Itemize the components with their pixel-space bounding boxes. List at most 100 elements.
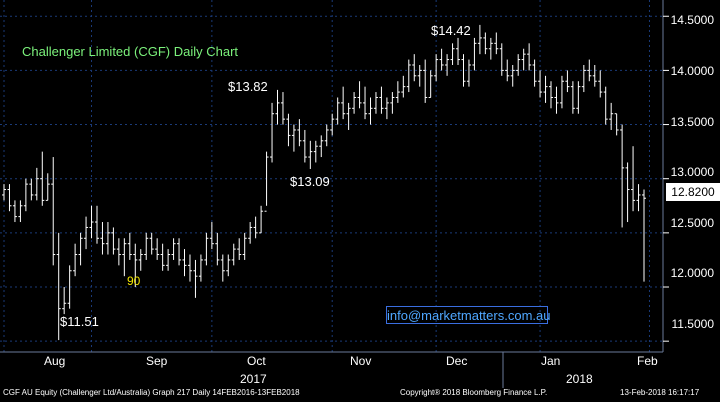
y-tick-label: 14.5000 bbox=[670, 13, 714, 27]
ohlc-bar bbox=[280, 92, 285, 125]
ohlc-bar bbox=[456, 37, 461, 65]
ohlc-bar bbox=[483, 32, 488, 55]
ohlc-bar bbox=[423, 59, 428, 103]
footer-copyright: Copyright® 2018 Bloomberg Finance L.P. bbox=[400, 388, 548, 397]
ohlc-bar bbox=[105, 222, 110, 255]
ohlc-bar bbox=[177, 238, 182, 266]
ohlc-bar bbox=[620, 124, 625, 228]
ohlc-bar bbox=[122, 238, 127, 277]
ohlc-bar bbox=[264, 151, 269, 212]
ohlc-bar bbox=[144, 232, 149, 260]
ohlc-bar bbox=[636, 184, 641, 212]
ohlc-bar bbox=[384, 97, 389, 120]
x-month-label: Jan bbox=[541, 354, 561, 368]
ohlc-bar bbox=[324, 124, 329, 147]
y-tick-label: 13.5000 bbox=[670, 115, 714, 129]
ohlc-bar bbox=[406, 59, 411, 93]
ohlc-bar bbox=[450, 43, 455, 65]
ohlc-bar bbox=[237, 238, 242, 260]
ohlc-bar bbox=[100, 222, 105, 255]
ohlc-bar bbox=[488, 37, 493, 60]
ohlc-bar bbox=[434, 54, 439, 82]
ohlc-bar bbox=[116, 238, 121, 266]
annotation-nov-low: $13.09 bbox=[290, 174, 330, 189]
grid-lines bbox=[0, 0, 663, 352]
ohlc-bar bbox=[187, 254, 192, 282]
ohlc-bar bbox=[259, 205, 264, 234]
ohlc-bar bbox=[209, 222, 214, 250]
ohlc-bar bbox=[499, 43, 504, 76]
x-month-label: Oct bbox=[247, 354, 266, 368]
ohlc-bar bbox=[270, 102, 275, 163]
ohlc-bar bbox=[631, 146, 636, 212]
ohlc-bar bbox=[379, 86, 384, 114]
annotation-sep-marker: 90 bbox=[127, 274, 141, 288]
ohlc-bar bbox=[220, 254, 225, 282]
ohlc-bar bbox=[625, 162, 630, 223]
annotation-low: $11.51 bbox=[60, 314, 99, 329]
ohlc-bar bbox=[297, 119, 302, 147]
ohlc-bar bbox=[642, 189, 646, 282]
y-tick-label: 12.0000 bbox=[670, 266, 714, 280]
ohlc-bar bbox=[510, 64, 515, 87]
ohlc-bar bbox=[565, 70, 570, 93]
ohlc-bar bbox=[472, 37, 477, 71]
ohlc-bar bbox=[477, 24, 482, 55]
ohlc-bar bbox=[554, 86, 559, 114]
ohlc-bar bbox=[390, 92, 395, 114]
ohlc-bar bbox=[527, 43, 532, 71]
ohlc-bar bbox=[570, 81, 575, 114]
ohlc-bar bbox=[302, 129, 307, 163]
ohlc-bar bbox=[581, 64, 586, 93]
ohlc-bar bbox=[73, 243, 78, 277]
ohlc-bar bbox=[549, 81, 554, 109]
x-month-label: Sep bbox=[146, 354, 168, 368]
ohlc-bar bbox=[12, 200, 17, 223]
ohlc-bar bbox=[417, 64, 422, 87]
ohlc-bar bbox=[308, 140, 313, 169]
ohlc-bar bbox=[215, 232, 220, 266]
ohlc-bar bbox=[231, 243, 236, 266]
ohlc-bar bbox=[34, 167, 39, 201]
ohlc-bar bbox=[538, 70, 543, 98]
chart-title: Challenger Limited (CGF) Daily Chart bbox=[22, 44, 239, 59]
ohlc-bar bbox=[428, 70, 433, 98]
x-month-label: Feb bbox=[637, 354, 658, 368]
ohlc-bar bbox=[445, 54, 450, 76]
ohlc-bar bbox=[368, 97, 373, 125]
ohlc-bar bbox=[603, 86, 608, 125]
ohlc-bar bbox=[352, 92, 357, 114]
ohlc-bar bbox=[330, 113, 335, 136]
ohlc-bar bbox=[242, 232, 247, 260]
ohlc-bar bbox=[56, 232, 61, 341]
ohlc-bar bbox=[149, 232, 154, 255]
x-month-label: Nov bbox=[350, 354, 372, 368]
ohlc-bar bbox=[67, 265, 72, 309]
ohlc-bar bbox=[89, 205, 94, 239]
ohlc-bar bbox=[494, 32, 499, 55]
annotation-high: $14.42 bbox=[431, 23, 471, 38]
ohlc-bar bbox=[198, 254, 203, 282]
ohlc-bar bbox=[521, 48, 526, 71]
y-tick-label: 12.5000 bbox=[670, 216, 714, 230]
ohlc-bar bbox=[592, 64, 597, 87]
ohlc-bar bbox=[193, 259, 198, 298]
ohlc-bar bbox=[62, 287, 67, 315]
ohlc-bar bbox=[543, 75, 548, 103]
ohlc-bar bbox=[357, 81, 362, 109]
ohlc-bar bbox=[335, 97, 340, 125]
ohlc-bar bbox=[286, 113, 291, 147]
x-year-label: 2017 bbox=[240, 372, 267, 386]
ohlc-bar bbox=[204, 232, 209, 266]
ohlc-bar bbox=[516, 54, 521, 76]
ohlc-bar bbox=[461, 54, 466, 87]
ohlc-bar bbox=[598, 70, 603, 98]
y-tick-label: 13.0000 bbox=[670, 165, 714, 179]
ohlc-bar bbox=[7, 184, 12, 212]
info-link[interactable]: info@marketmatters.com.au bbox=[386, 306, 551, 324]
ohlc-bar bbox=[609, 102, 614, 130]
ohlc-bar bbox=[505, 59, 510, 82]
footer-security: CGF AU Equity (Challenger Ltd/Australia)… bbox=[3, 388, 300, 397]
ohlc-bars bbox=[2, 24, 646, 341]
